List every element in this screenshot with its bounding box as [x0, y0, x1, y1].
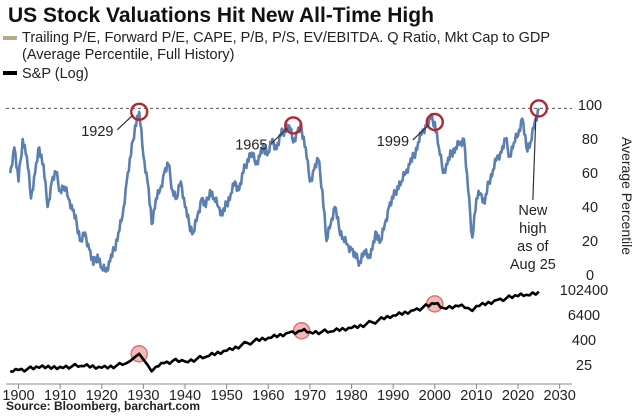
annotation-leader-1929	[116, 114, 134, 131]
y-tick-label-80: 80	[582, 132, 598, 148]
peak-circle-new-high	[529, 99, 549, 118]
x-tick-label-1930: 1930	[127, 388, 159, 404]
x-tick-label-1900: 1900	[2, 388, 34, 404]
legend: Trailing P/E, Forward P/E, CAPE, P/B, P/…	[3, 30, 550, 82]
x-tick-label-1910: 1910	[44, 388, 76, 404]
peak-circle-1999	[425, 112, 444, 132]
annotation-new-high-line-0: New	[518, 203, 548, 219]
y-axis-label: Average Percentile	[619, 137, 635, 255]
sp-panel: 102400 6400 400 25	[10, 283, 608, 374]
sp-y-tick-label-25: 25	[576, 358, 592, 374]
annotation-leader-1999	[412, 124, 430, 141]
x-tick-label-1970: 1970	[294, 388, 326, 404]
annotation-leader-new-high	[532, 116, 537, 201]
annotation-new-high-line-2: as of	[517, 239, 549, 255]
y-tick-label-40: 40	[582, 200, 598, 216]
annotation-new-high-line-3: Aug 25	[510, 257, 556, 273]
annotation-label-1999: 1999	[377, 134, 409, 150]
legend-label-percentile: Trailing P/E, Forward P/E, CAPE, P/B, P/…	[22, 30, 550, 46]
legend-label-sp: S&P (Log)	[22, 66, 89, 82]
source-note: Source: Bloomberg, barchart.com	[6, 399, 200, 413]
sp-series-line	[10, 290, 540, 373]
x-tick-label-2000: 2000	[419, 388, 451, 404]
percentile-series-line	[8, 107, 541, 273]
y-tick-label-0: 0	[586, 268, 594, 284]
percentile-panel: 100 80 60 40 20 0 1929 1965 1999 New high as of Aug …	[6, 98, 602, 284]
x-tick-label-1940: 1940	[169, 388, 201, 404]
y-tick-label-20: 20	[582, 234, 598, 250]
annotation-label-1965: 1965	[235, 137, 267, 153]
chart-title: US Stock Valuations Hit New All-Time Hig…	[8, 4, 434, 27]
x-tick-label-1920: 1920	[86, 388, 118, 404]
peak-circle-1965	[284, 116, 303, 135]
legend-label-percentile-line2: (Average Percentile, Full History)	[22, 47, 234, 63]
legend-swatch-percentile	[3, 36, 17, 40]
x-tick-label-2020: 2020	[502, 388, 534, 404]
sp-y-tick-label-102400: 102400	[560, 283, 608, 299]
annotation-new-high-line-1: high	[519, 221, 546, 237]
y-tick-label-100: 100	[578, 98, 602, 114]
annotation-leader-1965	[270, 127, 288, 144]
x-tick-label-1980: 1980	[335, 388, 367, 404]
x-tick-label-1990: 1990	[377, 388, 409, 404]
x-tick-label-2030: 2030	[544, 388, 576, 404]
sp-y-tick-label-400: 400	[572, 333, 596, 349]
x-axis: 1900 1910 1920 1930 1940 1950 1960 1970 1980 1990…	[2, 383, 576, 404]
peak-circle-1929	[130, 102, 149, 122]
annotation-label-1929: 1929	[81, 124, 113, 140]
sp-y-tick-label-6400: 6400	[568, 308, 600, 324]
x-tick-label-1960: 1960	[252, 388, 284, 404]
legend-swatch-sp	[3, 71, 17, 75]
x-tick-label-2010: 2010	[460, 388, 492, 404]
x-tick-label-1950: 1950	[211, 388, 243, 404]
y-tick-label-60: 60	[582, 166, 598, 182]
